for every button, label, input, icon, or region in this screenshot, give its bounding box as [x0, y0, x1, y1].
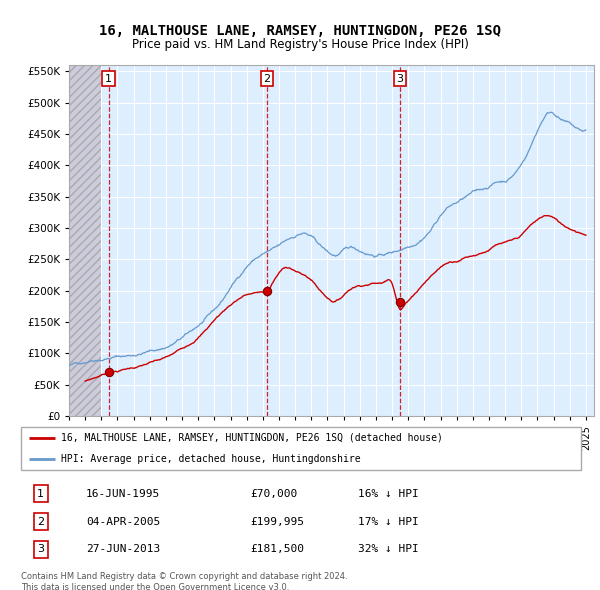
Text: £181,500: £181,500	[250, 545, 304, 555]
Text: 1: 1	[105, 74, 112, 84]
Text: 16, MALTHOUSE LANE, RAMSEY, HUNTINGDON, PE26 1SQ: 16, MALTHOUSE LANE, RAMSEY, HUNTINGDON, …	[99, 24, 501, 38]
Text: £199,995: £199,995	[250, 516, 304, 526]
Text: Price paid vs. HM Land Registry's House Price Index (HPI): Price paid vs. HM Land Registry's House …	[131, 38, 469, 51]
Text: 32% ↓ HPI: 32% ↓ HPI	[358, 545, 419, 555]
FancyBboxPatch shape	[21, 427, 581, 470]
Text: 17% ↓ HPI: 17% ↓ HPI	[358, 516, 419, 526]
Text: 16-JUN-1995: 16-JUN-1995	[86, 489, 160, 499]
Text: 16, MALTHOUSE LANE, RAMSEY, HUNTINGDON, PE26 1SQ (detached house): 16, MALTHOUSE LANE, RAMSEY, HUNTINGDON, …	[61, 432, 442, 442]
Text: 16% ↓ HPI: 16% ↓ HPI	[358, 489, 419, 499]
Text: HPI: Average price, detached house, Huntingdonshire: HPI: Average price, detached house, Hunt…	[61, 454, 360, 464]
Text: 3: 3	[397, 74, 403, 84]
Text: 2: 2	[37, 516, 44, 526]
Text: 27-JUN-2013: 27-JUN-2013	[86, 545, 160, 555]
Bar	[69, 65, 101, 416]
Text: 3: 3	[37, 545, 44, 555]
Text: Contains HM Land Registry data © Crown copyright and database right 2024.
This d: Contains HM Land Registry data © Crown c…	[21, 572, 347, 590]
Text: 04-APR-2005: 04-APR-2005	[86, 516, 160, 526]
Text: 1: 1	[37, 489, 44, 499]
Text: 2: 2	[263, 74, 271, 84]
Text: £70,000: £70,000	[250, 489, 298, 499]
